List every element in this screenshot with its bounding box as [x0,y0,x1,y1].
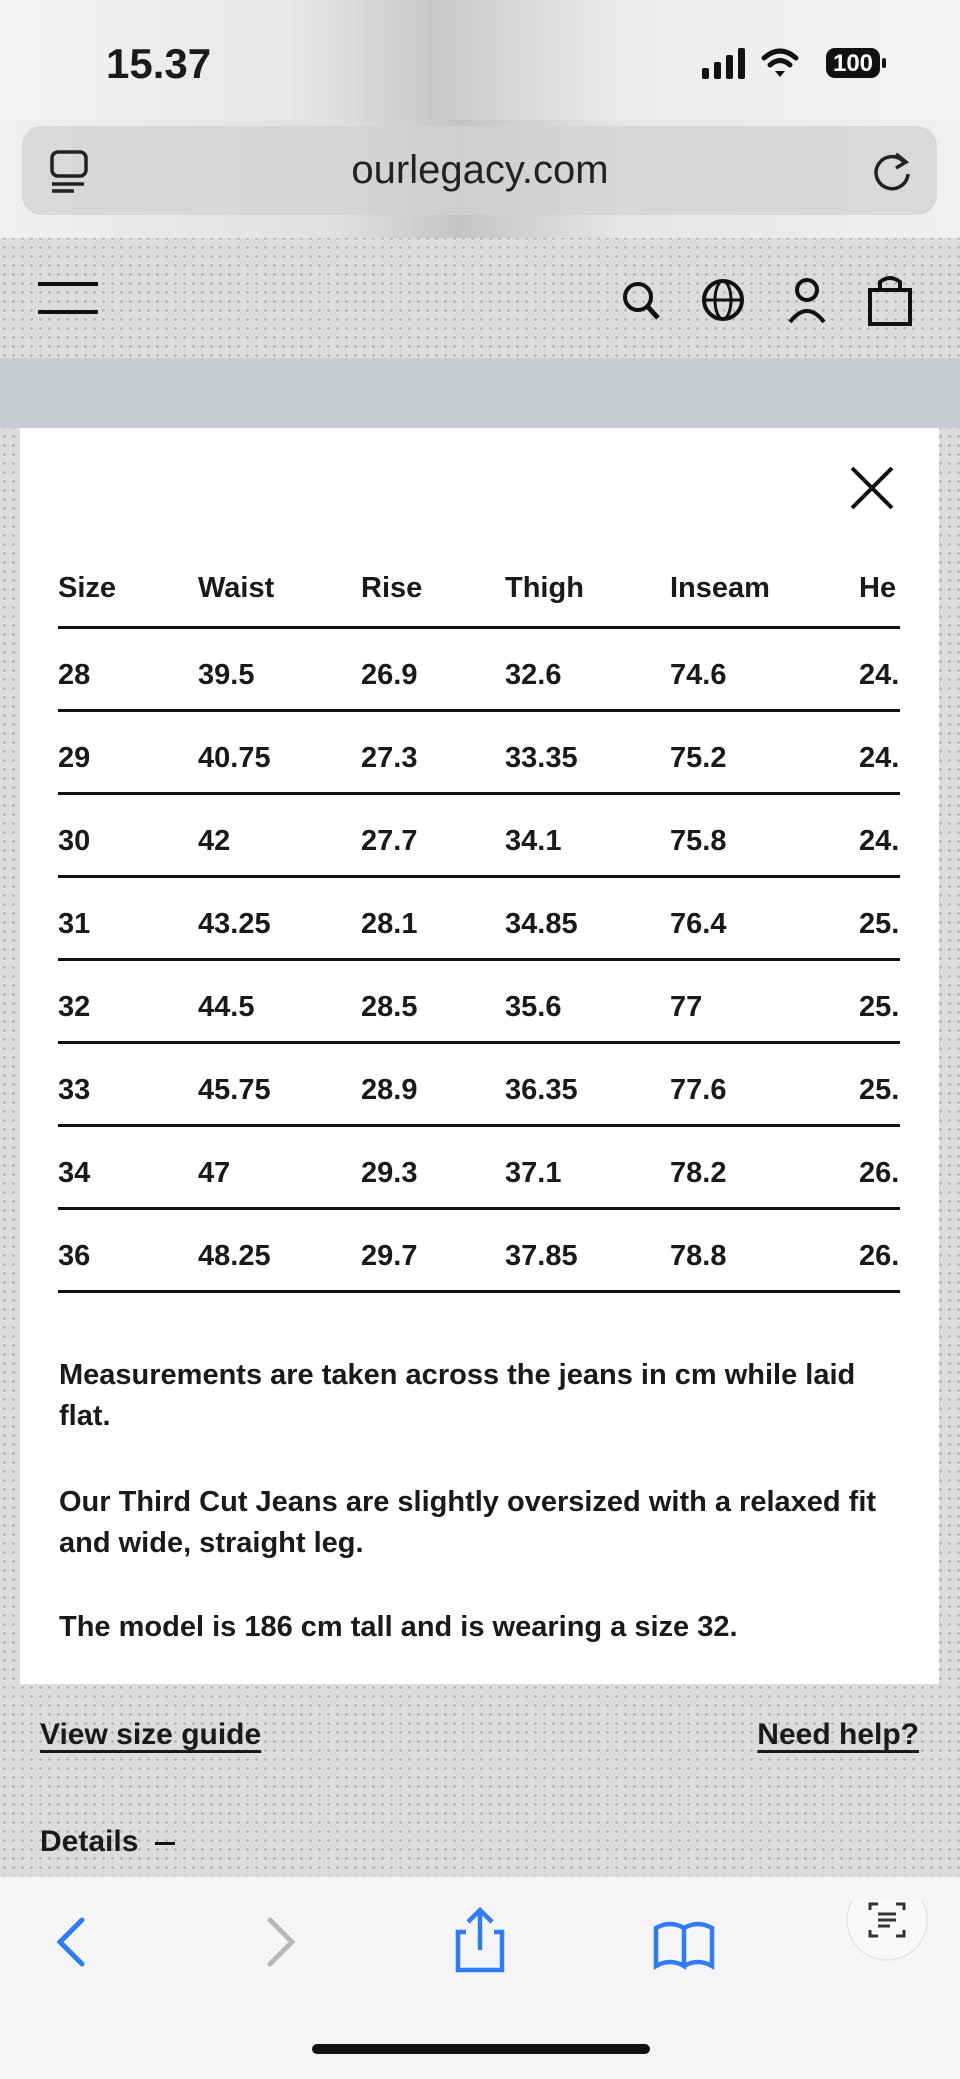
table-cell: 26.9 [361,659,418,691]
table-cell: 28.5 [361,991,418,1023]
tab-icon[interactable] [48,148,92,194]
status-icons: 100 [702,48,886,79]
table-cell: 34 [58,1157,91,1189]
table-cell: 47 [198,1157,231,1189]
table-cell: 37.85 [505,1240,578,1272]
text-scan-button[interactable] [846,1900,928,1961]
table-cell: 26. [859,1240,900,1272]
details-toggle[interactable]: Details [40,1825,175,1859]
globe-icon[interactable] [702,279,744,321]
table-cell: 29.3 [361,1157,418,1189]
table-cell: 25. [859,908,900,940]
table-cell: 26. [859,1157,900,1189]
table-cell: 77 [670,991,703,1023]
table-cell: 24. [859,825,900,857]
bag-icon[interactable] [868,276,912,326]
table-cell: 36 [58,1240,91,1272]
table-cell: 76.4 [670,908,727,940]
table-cell: 32.6 [505,659,562,691]
address-field[interactable] [22,126,937,215]
note: Our Third Cut Jeans are slightly oversiz… [59,1486,877,1559]
row-divider [58,626,900,629]
table-cell: 36.35 [505,1074,578,1106]
url[interactable]: ourlegacy.com [351,148,609,192]
size-guide-link[interactable]: View size guide [40,1718,262,1751]
toolbar-icons [56,1900,928,2054]
menu-icon[interactable] [38,280,100,316]
table-cell: 31 [58,908,91,940]
home-indicator [312,2044,650,2054]
table-cell: 25. [859,1074,900,1106]
account-icon[interactable] [788,278,826,324]
row-divider [58,1207,900,1210]
row-divider [58,1124,900,1127]
table-cell: 28 [58,659,91,691]
help-link[interactable]: Need help? [757,1718,919,1751]
table-cell: 48.25 [198,1240,271,1272]
battery-level: 100 [833,50,873,77]
table-cell: 27.3 [361,742,418,774]
row-divider [58,1290,900,1293]
share-button[interactable] [455,1906,505,1973]
table-cell: 28.9 [361,1074,418,1106]
column-header: Size [58,572,117,604]
column-header: He [859,572,897,604]
table-cell: 27.7 [361,825,418,857]
table-cell: 77.6 [670,1074,727,1106]
table-cell: 28.1 [361,908,418,940]
note: The model is 186 cm tall and is wearing … [59,1611,738,1643]
forward-button[interactable] [267,1917,296,1967]
table-cell: 29.7 [361,1240,418,1272]
table-cell: 74.6 [670,659,727,691]
clock: 15.37 [106,40,212,87]
column-header: Rise [361,572,423,604]
table-cell: 78.2 [670,1157,727,1189]
close-button[interactable] [850,466,894,510]
row-divider [58,875,900,878]
table-cell: 44.5 [198,991,255,1023]
collapse-dash [154,1841,175,1845]
note: Measurements are taken across the jeans … [59,1359,856,1432]
column-header: Inseam [670,572,770,604]
table-cell: 39.5 [198,659,255,691]
table-cell: 25. [859,991,900,1023]
row-divider [58,958,900,961]
table-cell: 43.25 [198,908,271,940]
table-cell: 40.75 [198,742,271,774]
table-cell: 33 [58,1074,91,1106]
row-divider [58,792,900,795]
table-cell: 24. [859,659,900,691]
table-cell: 75.8 [670,825,727,857]
row-divider [58,1041,900,1044]
table-cell: 34.85 [505,908,578,940]
table-cell: 29 [58,742,91,774]
table-cell: 42 [198,825,231,857]
size-table: Size Waist Rise Thigh Inseam He 28 39.5 26.9 32.6… [58,560,900,1296]
bookmarks-button[interactable] [653,1921,715,1970]
search-icon[interactable] [623,282,660,320]
table-cell: 75.2 [670,742,727,774]
table-cell: 35.6 [505,991,562,1023]
product-image [0,358,960,428]
table-cell: 33.35 [505,742,578,774]
details-label: Details [40,1825,139,1858]
table-cell: 24. [859,742,900,774]
table-cell: 30 [58,825,91,857]
reload-icon[interactable] [868,148,916,196]
column-header: Thigh [505,572,584,604]
table-cell: 45.75 [198,1074,271,1106]
table-cell: 32 [58,991,91,1023]
back-button[interactable] [56,1917,85,1967]
table-cell: 34.1 [505,825,562,857]
header-icons [623,276,912,326]
table-cell: 78.8 [670,1240,727,1272]
table-cell: 37.1 [505,1157,562,1189]
row-divider [58,709,900,712]
status-bar [0,0,960,120]
column-header: Waist [198,572,275,604]
size-modal [20,428,939,1684]
